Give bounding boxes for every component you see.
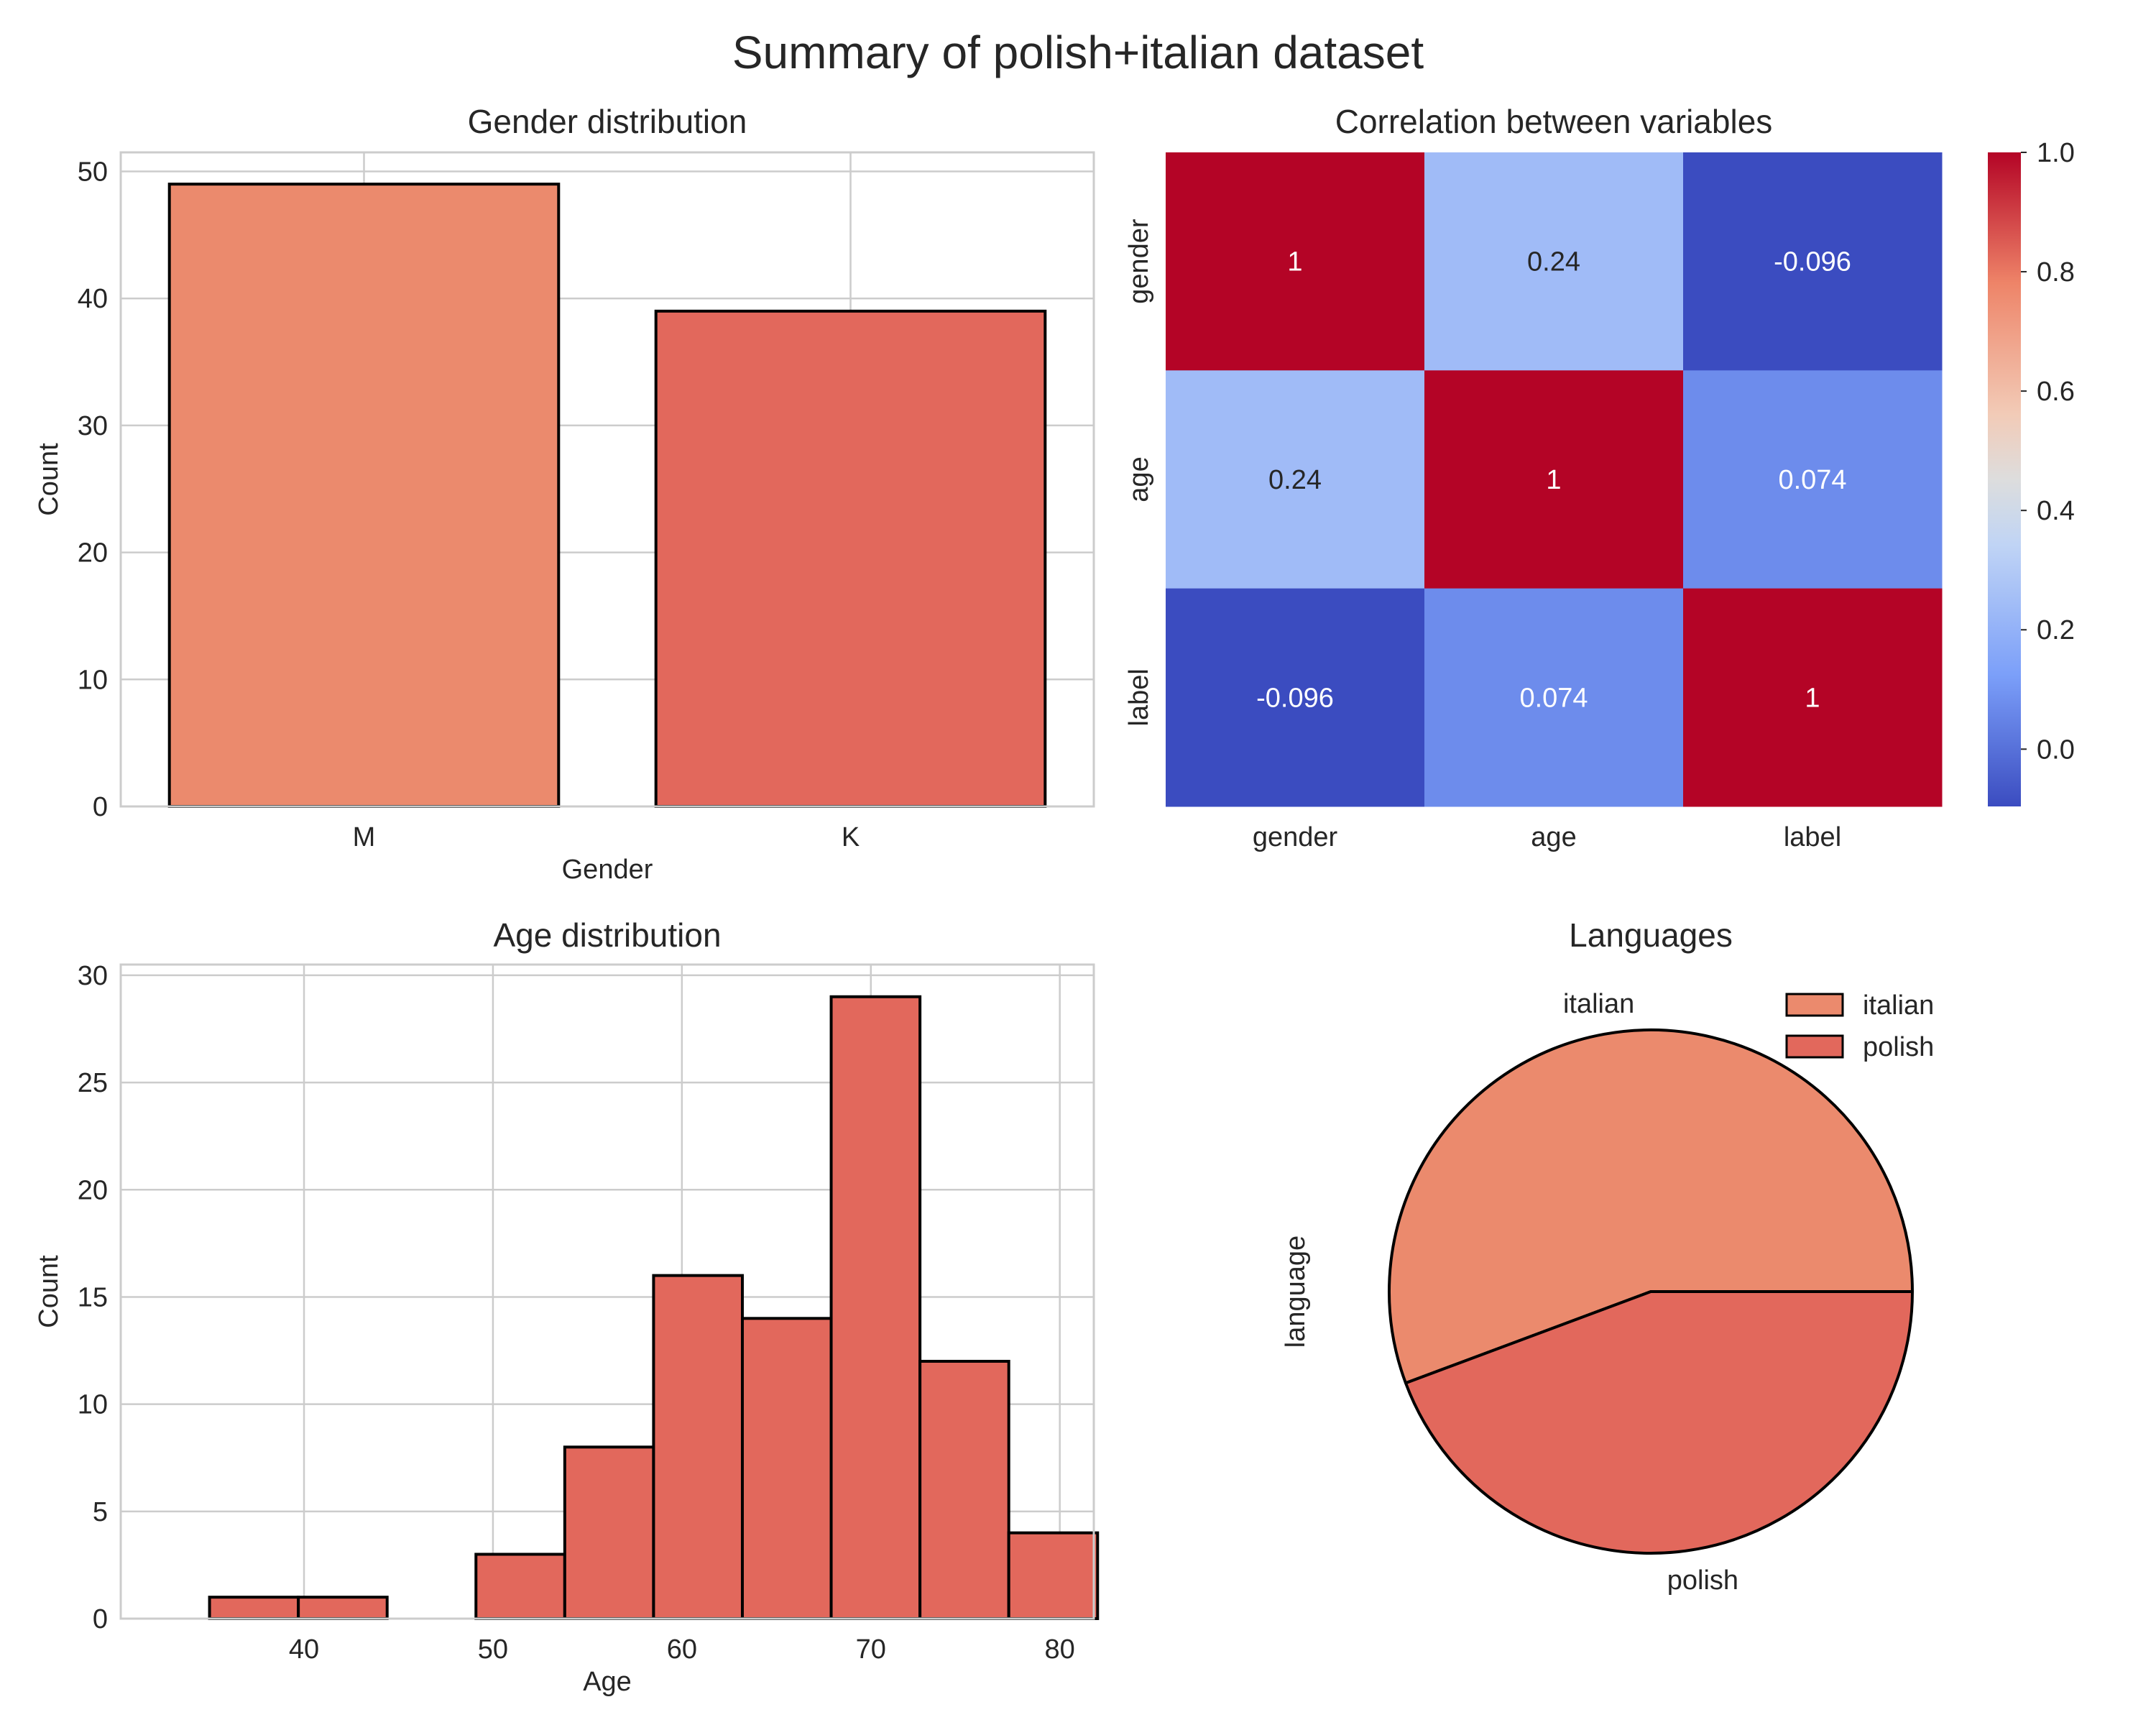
cell-label: 1 <box>1546 465 1561 495</box>
y-axis-label: Count <box>34 443 64 516</box>
x-axis-label: Gender <box>562 855 653 885</box>
pie-slice-italian <box>1388 1029 1914 1385</box>
legend-label: italian <box>1863 990 1934 1021</box>
histogram-bar <box>297 1596 389 1620</box>
age-histogram: 0 5 10 15 20 25 30 40 50 60 70 80 Age distribution Ag… <box>34 916 1100 1697</box>
y-tick-label: 20 <box>78 538 108 569</box>
panel-title: Age distribution <box>493 916 721 954</box>
panel-title: Gender distribution <box>468 103 747 140</box>
x-tick-label: M <box>353 822 376 852</box>
colorbar-tick-label: 1.0 <box>2037 138 2075 168</box>
y-tick-label: 20 <box>78 1175 108 1205</box>
y-axis-label: Count <box>34 1255 64 1328</box>
panel-title: Languages <box>1569 916 1733 954</box>
colorbar-tick-label: 0.8 <box>2037 257 2075 288</box>
panel-title: Correlation between variables <box>1335 103 1773 140</box>
heatmap-cell <box>1683 152 1943 371</box>
cell-label: 0.074 <box>1778 465 1846 495</box>
x-tick-label: 40 <box>289 1634 319 1665</box>
col-label: gender <box>1253 822 1338 852</box>
legend-swatch <box>1785 1034 1844 1059</box>
histogram-bar <box>740 1317 833 1620</box>
heatmap-cell <box>1166 370 1425 589</box>
pie-slice-polish <box>1404 1290 1914 1555</box>
y-tick-label: 40 <box>78 284 108 314</box>
cell-label: 1 <box>1287 247 1302 277</box>
y-tick-label: 5 <box>93 1497 108 1527</box>
row-label: label <box>1124 668 1154 726</box>
colorbar <box>1988 152 2021 806</box>
cell-label: 0.24 <box>1527 247 1580 277</box>
histogram-bar <box>652 1274 744 1620</box>
y-axis-label: language <box>1281 1236 1311 1348</box>
heatmap-cell <box>1424 152 1684 371</box>
languages-pie-chart: italian polish Languages language italian pol… <box>1281 916 1934 1596</box>
x-tick-label: 50 <box>478 1634 508 1665</box>
pie-label: italian <box>1563 989 1634 1019</box>
gender-bar-chart: 0 10 20 30 40 50 M K Gender distribution Gender Co… <box>34 103 1095 885</box>
heatmap-cell <box>1166 588 1425 807</box>
histogram-bar <box>563 1445 655 1621</box>
y-tick-label: 0 <box>93 792 108 822</box>
heatmap-cell <box>1166 152 1425 371</box>
colorbar-tick-label: 0.6 <box>2037 377 2075 407</box>
legend-label: polish <box>1863 1032 1934 1062</box>
heatmap-cell <box>1683 588 1943 807</box>
x-tick-label: 60 <box>667 1634 697 1665</box>
histogram-bar <box>474 1552 566 1620</box>
y-tick-label: 50 <box>78 157 108 188</box>
y-tick-label: 15 <box>78 1282 108 1312</box>
heatmap-cell <box>1424 370 1684 589</box>
col-label: age <box>1531 822 1576 852</box>
bar-M <box>167 183 561 808</box>
y-tick-label: 30 <box>78 961 108 991</box>
row-label: age <box>1124 456 1154 502</box>
cell-label: -0.096 <box>1774 247 1851 277</box>
colorbar-tick-label: 0.2 <box>2037 615 2075 645</box>
row-label: gender <box>1124 218 1154 304</box>
x-tick-label: 70 <box>856 1634 886 1665</box>
correlation-heatmap: 1 0.24 -0.096 0.24 1 0.074 -0.096 0.074 1 gender a… <box>1124 103 2075 852</box>
heatmap-cell <box>1424 588 1684 807</box>
pie-label: polish <box>1667 1565 1738 1596</box>
colorbar-tick-label: 0.4 <box>2037 496 2075 526</box>
legend-swatch <box>1785 993 1844 1017</box>
y-tick-label: 0 <box>93 1604 108 1634</box>
plot-frame <box>119 151 1095 808</box>
plot-frame <box>119 963 1095 1620</box>
colorbar-tick-label: 0.0 <box>2037 735 2075 765</box>
histogram-bar <box>208 1596 300 1620</box>
y-tick-label: 10 <box>78 665 108 695</box>
x-tick-label: K <box>842 822 860 852</box>
y-tick-label: 30 <box>78 411 108 441</box>
cell-label: 0.24 <box>1268 465 1322 495</box>
cell-label: -0.096 <box>1256 683 1334 713</box>
bar-K <box>654 309 1047 808</box>
y-tick-label: 10 <box>78 1390 108 1420</box>
x-tick-label: 80 <box>1045 1634 1075 1665</box>
figure-title: Summary of polish+italian dataset <box>732 27 1424 78</box>
col-label: label <box>1784 822 1841 852</box>
cell-label: 1 <box>1805 683 1820 713</box>
heatmap-cell <box>1683 370 1943 589</box>
x-axis-label: Age <box>583 1667 632 1697</box>
histogram-bar <box>829 995 922 1621</box>
y-tick-label: 25 <box>78 1068 108 1098</box>
histogram-bar <box>918 1359 1010 1620</box>
histogram-bar <box>1007 1531 1100 1621</box>
cell-label: 0.074 <box>1519 683 1588 713</box>
